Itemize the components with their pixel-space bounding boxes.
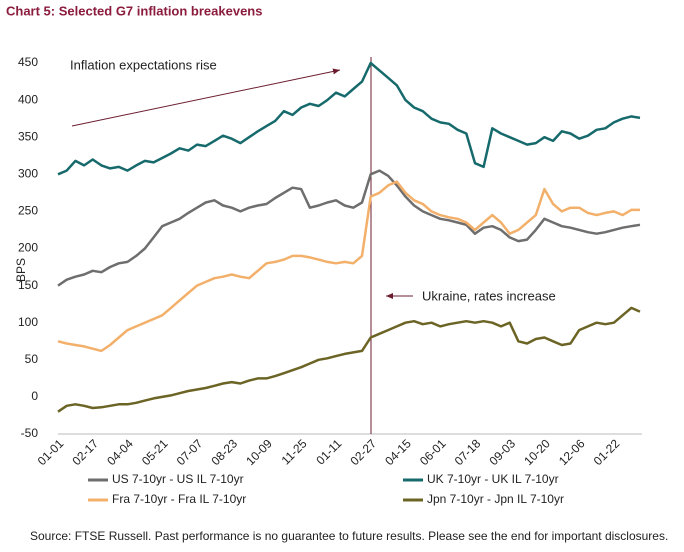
- y-tick-label: 50: [25, 352, 39, 366]
- source-note: Source: FTSE Russell. Past performance i…: [30, 529, 668, 543]
- y-axis-label: BPS: [14, 258, 28, 282]
- y-tick-label: 300: [18, 166, 38, 180]
- x-tick-label: 10-09: [243, 436, 275, 468]
- x-tick-label: 10-20: [521, 436, 553, 468]
- x-tick-label: 02-17: [70, 436, 102, 468]
- y-tick-label: 450: [18, 55, 38, 69]
- y-tick-label: 400: [18, 92, 38, 106]
- legend-label: UK 7-10yr - UK IL 7-10yr: [427, 472, 559, 486]
- series-line: [57, 180, 640, 353]
- x-tick-label: 01-01: [35, 436, 67, 468]
- x-tick-label: 04-15: [382, 436, 414, 468]
- x-tick-label: 11-25: [279, 436, 310, 467]
- series-line: [57, 306, 641, 413]
- x-tick-label: 02-27: [347, 436, 379, 468]
- y-tick-label: 350: [18, 129, 38, 143]
- series-line: [57, 61, 641, 176]
- annotation-arrow: [71, 68, 341, 127]
- series-line: [57, 169, 641, 287]
- legend-label: US 7-10yr - US IL 7-10yr: [112, 472, 244, 486]
- x-tick-label: 07-07: [174, 436, 206, 468]
- y-tick-label: -50: [21, 426, 39, 440]
- chart-title: Chart 5: Selected G7 inflation breakeven…: [6, 3, 262, 18]
- x-tick-label: 01-22: [591, 436, 623, 468]
- legend-label: Fra 7-10yr - Fra IL 7-10yr: [112, 492, 246, 506]
- x-tick-label: 09-03: [486, 436, 518, 468]
- annotation: Ukraine, rates increase: [422, 288, 556, 303]
- legend-label: Jpn 7-10yr - Jpn IL 7-10yr: [427, 492, 564, 506]
- x-tick-label: 07-18: [452, 436, 484, 468]
- y-tick-label: 100: [18, 315, 38, 329]
- y-tick-label: 150: [18, 278, 38, 292]
- x-tick-label: 06-01: [417, 436, 449, 468]
- x-tick-label: 12-06: [556, 436, 588, 468]
- y-tick-label: 0: [31, 389, 38, 403]
- x-tick-label: 04-04: [104, 436, 136, 468]
- y-tick-label: 250: [18, 204, 38, 218]
- x-tick-label: 01-11: [313, 436, 344, 467]
- annotation: Inflation expectations rise: [70, 57, 217, 72]
- x-tick-label: 05-21: [139, 436, 171, 468]
- y-tick-label: 200: [18, 241, 38, 255]
- x-tick-label: 08-23: [208, 436, 240, 468]
